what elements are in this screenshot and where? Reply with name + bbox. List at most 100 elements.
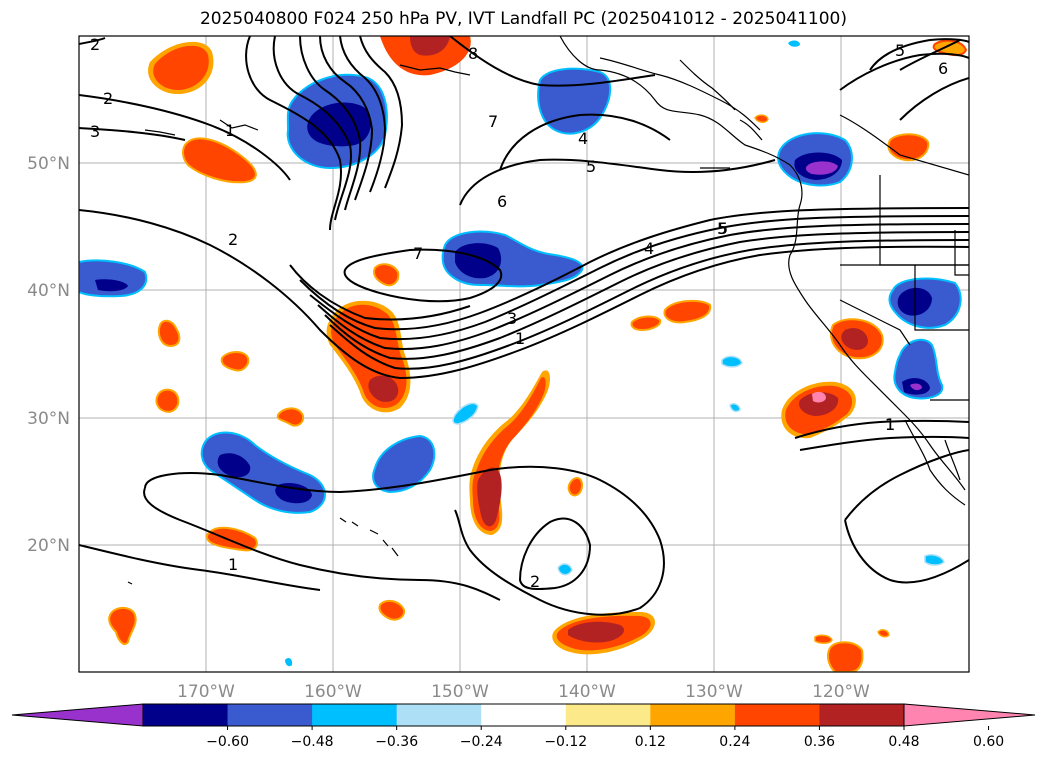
pv-blob-bering: [182, 137, 257, 184]
longitude-labels: 170°W 160°W 150°W 140°W 130°W 120°W: [177, 682, 870, 702]
pv-blob-aleutians: [148, 41, 214, 95]
colorbar-segment: [565, 704, 651, 726]
lon-label: 140°W: [558, 682, 616, 702]
map-title: 2025040800 F024 250 hPa PV, IVT Landfall…: [199, 9, 847, 29]
colorbar-segment: [734, 704, 820, 726]
lon-label: 170°W: [177, 682, 235, 702]
contour-label: 5: [586, 157, 596, 176]
colorbar-extend-right: [903, 703, 1036, 727]
pv-blob-small-2: [157, 319, 181, 348]
pv-blob-small-12: [826, 641, 864, 672]
colorbar-segment: [396, 704, 482, 726]
contour-lines: [79, 36, 969, 616]
lon-label: 120°W: [812, 682, 870, 702]
contour-label: 2: [228, 230, 238, 249]
contour-labels: 2 2 3 1 2 1 1 3 7 6 5 4 4 5 6 5 1 2 1 8 …: [90, 35, 948, 591]
colorbar-segment: [481, 704, 567, 726]
plot-area: [79, 36, 969, 672]
pv-neg-central: [441, 230, 584, 288]
pv-neg-small-4: [557, 563, 573, 576]
contour-label: 4: [578, 129, 588, 148]
pv-neg-small-1: [452, 402, 479, 425]
contour-label: 7: [488, 112, 498, 131]
pv-blob-south: [552, 612, 655, 655]
lat-label: 40°N: [27, 281, 70, 301]
colorbar-tick-label: −0.36: [375, 734, 418, 750]
pv-neg-hawaii: [200, 431, 326, 514]
lon-label: 150°W: [431, 682, 489, 702]
pv-blob-small-8: [108, 606, 137, 646]
pv-blob-small-11: [663, 299, 712, 324]
contour-label: 5: [895, 41, 905, 60]
pv-blob-small-3: [220, 351, 250, 372]
colorbar-tick-label: 0.24: [719, 734, 750, 750]
contour-label: 1: [885, 415, 895, 434]
colorbar-tick-label: 0.12: [635, 734, 666, 750]
pv-blob-california: [830, 318, 884, 360]
colorbar-tick-label: −0.24: [460, 734, 503, 750]
pv-neg-small-3: [729, 403, 741, 413]
contour-label: 5: [718, 219, 728, 238]
contour-label: 1: [225, 121, 235, 140]
pv-negative-anomalies: [79, 40, 962, 667]
contour-label: 8: [468, 44, 478, 63]
colorbar-segment: [312, 704, 398, 726]
pv-blob-small-1: [373, 263, 400, 287]
pv-neg-small-7: [788, 40, 800, 47]
contour-label: 6: [938, 59, 948, 78]
colorbar-ticks: −0.60 −0.48 −0.36 −0.24 −0.12 0.12 0.24 0.36 0.4…: [206, 726, 1004, 750]
contour-label: 4: [644, 239, 654, 258]
pv-blob-subtropical-streak: [469, 370, 550, 535]
pv-neg-west-edge: [79, 259, 148, 298]
pv-blob-small-7: [205, 526, 258, 552]
pv-blob-small-5: [276, 407, 305, 427]
pv-neg-nevada: [888, 277, 962, 329]
contour-label: 3: [507, 309, 517, 328]
contour-label: 7: [413, 244, 423, 263]
contour-label: 1: [885, 415, 895, 434]
colorbar-segment: [650, 704, 736, 726]
colorbar-tick-label: 0.60: [973, 734, 1004, 750]
pv-blob-small-4: [155, 388, 180, 413]
colorbar-segment: [143, 704, 229, 726]
contour-label: 5: [717, 219, 727, 238]
lon-label: 130°W: [685, 682, 743, 702]
contour-label: 2: [530, 572, 540, 591]
pv-blob-baja: [781, 381, 856, 439]
contour-label: 2: [103, 89, 113, 108]
contour-label: 3: [90, 122, 100, 141]
colorbar-segments: [143, 704, 905, 726]
pv-neg-small-5: [924, 554, 945, 566]
pv-blob-small-13: [814, 634, 833, 644]
pv-neg-small-2: [721, 355, 743, 368]
colorbar-frame: [142, 703, 905, 727]
latitude-labels: 50°N 40°N 30°N 20°N: [27, 154, 70, 556]
colorbar-tick-label: −0.60: [206, 734, 249, 750]
pv-neg-socal: [893, 338, 944, 400]
lat-label: 50°N: [27, 154, 70, 174]
pv-blob-small-6: [567, 477, 584, 497]
colorbar-tick-label: −0.48: [291, 734, 334, 750]
lat-label: 20°N: [27, 536, 70, 556]
pv-blob-small-15: [754, 114, 769, 123]
contour-label: 1: [228, 555, 238, 574]
lon-label: 160°W: [304, 682, 362, 702]
pv-blob-pnw: [887, 133, 930, 162]
plot-frame: [78, 35, 970, 673]
colorbar-tick-label: −0.12: [544, 734, 587, 750]
colorbar: −0.60 −0.48 −0.36 −0.24 −0.12 0.12 0.24 0.36 0.4…: [11, 703, 1036, 750]
pv-blob-small-14: [877, 629, 890, 638]
colorbar-segment: [227, 704, 313, 726]
colorbar-extend-left: [11, 703, 144, 727]
contour-label: 1: [515, 329, 525, 348]
colorbar-segment: [819, 704, 905, 726]
pv-blob-small-10: [630, 315, 662, 332]
colorbar-tick-label: 0.36: [804, 734, 835, 750]
pv-neg-small-6: [285, 657, 293, 667]
contour-label: 6: [497, 192, 507, 211]
colorbar-tick-label: 0.48: [888, 734, 919, 750]
pv-blob-small-9: [378, 599, 406, 621]
contour-label: 2: [90, 35, 100, 54]
lat-label: 30°N: [27, 409, 70, 429]
